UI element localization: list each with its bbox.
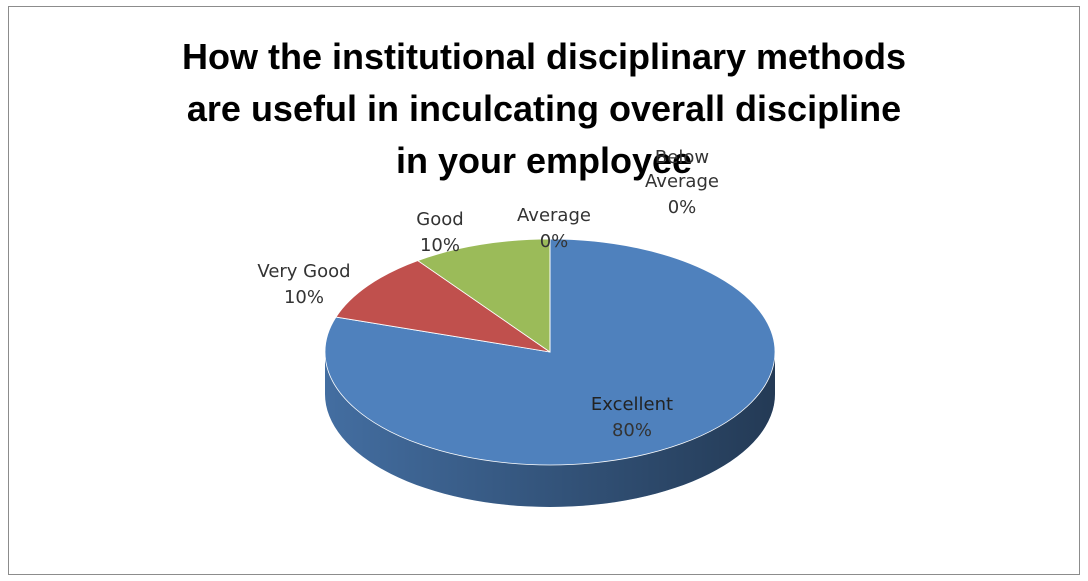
category-label: Below Average <box>645 147 719 192</box>
value-label: 0% <box>667 197 697 218</box>
category-label: Excellent <box>590 394 674 415</box>
chart-title: How the institutional disciplinary metho… <box>181 36 907 77</box>
value-label: 0% <box>539 231 569 252</box>
chart-frame <box>8 6 1080 575</box>
slice <box>335 260 551 353</box>
value-label: 10% <box>283 287 324 308</box>
chart-title: in your employee <box>395 140 693 181</box>
slice <box>416 238 551 353</box>
category-label: Good <box>416 209 464 230</box>
slice-side-shade <box>325 352 775 507</box>
category-label: Very Good <box>257 261 351 282</box>
value-label: 10% <box>419 235 460 256</box>
category-label: Average <box>517 205 591 226</box>
value-label: 80% <box>611 420 652 441</box>
chart-title: are useful in inculcating overall discip… <box>186 88 902 129</box>
